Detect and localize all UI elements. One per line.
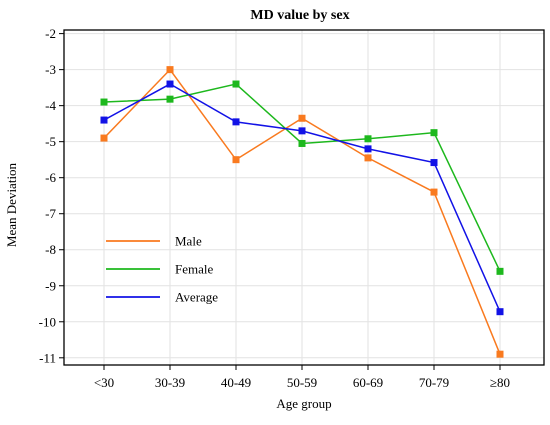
y-axis-label: Mean Deviation — [4, 162, 19, 247]
data-point-average — [496, 308, 504, 316]
y-tick-label: -11 — [39, 350, 56, 365]
data-point-male — [430, 188, 438, 196]
axes-layer: -2 -3 -4 -5 -6 -7 -8 -9 -10 -11 <30 30-39 40-49 50-59… — [39, 26, 545, 390]
x-axis-label: Age group — [276, 396, 331, 411]
x-tick-label: 40-49 — [221, 375, 251, 390]
data-point-male — [364, 154, 372, 162]
data-point-average — [100, 116, 108, 124]
data-point-average — [166, 80, 174, 88]
data-point-female — [298, 139, 306, 147]
x-tick-label: <30 — [94, 375, 114, 390]
data-point-female — [364, 135, 372, 143]
y-tick-label: -7 — [45, 206, 56, 221]
grid-layer — [64, 30, 544, 365]
y-tick-label: -4 — [45, 98, 56, 113]
plot-border — [63, 29, 545, 366]
legend-label-female: Female — [175, 262, 213, 277]
data-point-female — [232, 80, 240, 88]
x-tick-label: 50-59 — [287, 375, 317, 390]
data-point-average — [232, 118, 240, 126]
legend: Male Female Average — [106, 234, 218, 305]
x-tick-label: 60-69 — [353, 375, 383, 390]
x-tick-label: 30-39 — [155, 375, 185, 390]
data-point-average — [364, 145, 372, 153]
data-point-male — [100, 134, 108, 142]
legend-label-average: Average — [175, 290, 218, 305]
y-tick-label: -10 — [39, 314, 56, 329]
chart-title: MD value by sex — [250, 8, 349, 23]
data-point-average — [430, 159, 438, 167]
y-tick-label: -6 — [45, 170, 56, 185]
data-point-male — [298, 114, 306, 122]
data-point-female — [100, 98, 108, 106]
legend-label-male: Male — [175, 234, 202, 249]
data-point-male — [166, 66, 174, 74]
x-tick-label: ≥80 — [490, 375, 510, 390]
y-tick-label: -5 — [45, 134, 56, 149]
data-point-female — [166, 95, 174, 103]
data-point-male — [232, 156, 240, 164]
data-point-female — [496, 267, 504, 275]
y-tick-label: -3 — [45, 62, 56, 77]
data-point-average — [298, 127, 306, 135]
series-layer — [100, 66, 504, 358]
x-tick-label: 70-79 — [419, 375, 449, 390]
data-point-male — [496, 350, 504, 358]
data-point-female — [430, 129, 438, 137]
y-tick-label: -8 — [45, 242, 56, 257]
y-tick-label: -9 — [45, 278, 56, 293]
y-tick-label: -2 — [45, 26, 56, 41]
